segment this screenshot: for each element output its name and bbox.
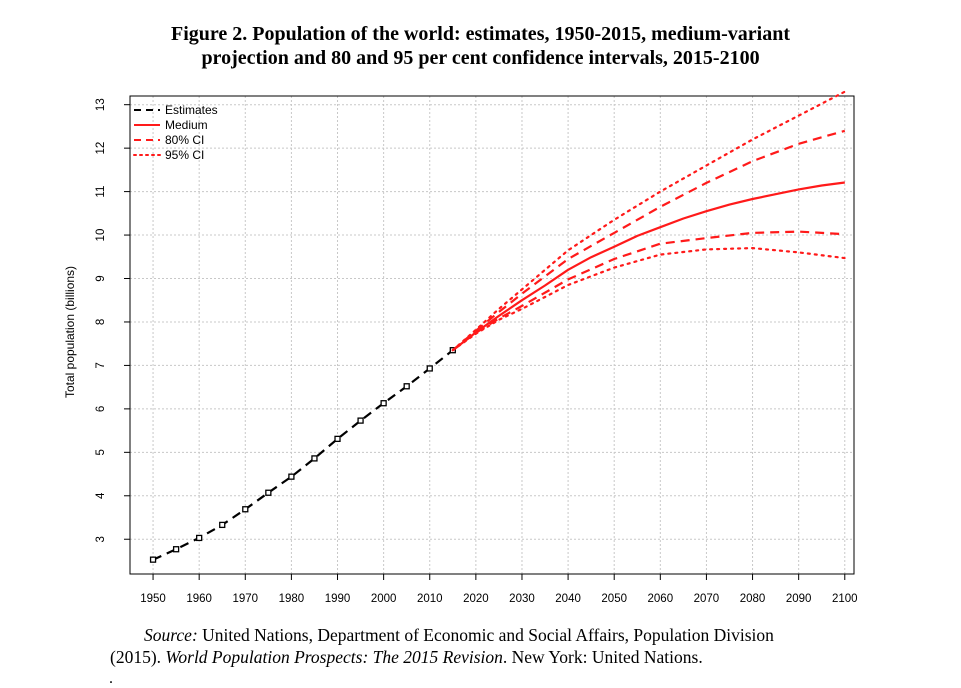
y-tick-label: 10 <box>95 229 107 242</box>
x-tick-label: 2060 <box>648 593 674 605</box>
x-tick-label: 1970 <box>232 593 258 605</box>
x-tick-label: 2030 <box>509 593 535 605</box>
y-axis: 3 4 5 6 7 8 9 10 11 12 13 <box>95 98 130 542</box>
x-tick-label: 2080 <box>740 593 766 605</box>
y-tick-label: 6 <box>95 406 107 412</box>
x-tick-label: 1950 <box>140 593 166 605</box>
grid <box>130 96 854 574</box>
x-tick-label: 2090 <box>786 593 812 605</box>
source-label: Source: <box>144 625 198 645</box>
estimate-point <box>219 521 226 529</box>
y-tick-label: 12 <box>95 142 107 155</box>
y-axis-label: Total population (billions) <box>63 266 77 398</box>
plot-frame <box>129 95 855 575</box>
y-tick-label: 8 <box>95 319 107 325</box>
source-line2-b: . New York: United Nations. <box>502 647 703 667</box>
source-line1-text: United Nations, Department of Economic a… <box>197 625 774 645</box>
x-tick-label: 2070 <box>694 593 720 605</box>
source-publication: World Population Prospects: The 2015 Rev… <box>165 647 503 667</box>
series-95-ci-lower-line <box>451 247 846 352</box>
legend-label: 80% CI <box>165 133 204 147</box>
x-tick-label: 2040 <box>555 593 581 605</box>
x-tick-label: 2000 <box>371 593 397 605</box>
y-tick-label: 9 <box>95 275 107 281</box>
y-tick-label: 11 <box>95 186 107 198</box>
legend-label: Medium <box>165 118 208 132</box>
series-estimates-line <box>152 349 454 561</box>
estimate-point <box>265 489 272 496</box>
x-tick-label: 1980 <box>279 593 305 605</box>
x-tick-label: 1960 <box>186 593 212 605</box>
series <box>149 90 846 563</box>
legend-label: 95% CI <box>165 148 204 162</box>
figure-title-line1: Figure 2. Population of the world: estim… <box>170 23 791 45</box>
x-tick-label: 2100 <box>832 593 858 605</box>
y-tick-label: 13 <box>95 98 107 111</box>
estimate-point <box>403 383 410 390</box>
estimate-point <box>149 556 157 563</box>
series-95-ci-upper-line <box>451 90 846 352</box>
legend-label: Estimates <box>165 103 218 117</box>
figure-title-line2: projection and 80 and 95 per cent confid… <box>201 47 760 69</box>
estimate-point <box>334 435 341 443</box>
figure-title: Figure 2. Population of the world: estim… <box>0 22 961 70</box>
estimate-point <box>288 473 295 480</box>
series-80-ci-upper-line <box>452 129 846 352</box>
estimate-point <box>357 417 364 424</box>
estimate-point <box>196 534 203 542</box>
source-line2-a: (2015). <box>110 647 166 667</box>
series-medium-line <box>452 181 845 352</box>
x-tick-label: 2050 <box>601 593 627 605</box>
series-80-ci-lower-line <box>452 230 845 352</box>
y-tick-label: 4 <box>95 492 107 499</box>
estimate-point <box>172 546 180 553</box>
source-line2: (2015). World Population Prospects: The … <box>110 646 890 668</box>
x-axis: 1950 1960 1970 1980 1990 2000 2010 2020 2030 2040… <box>140 574 858 605</box>
y-tick-label: 5 <box>95 449 107 455</box>
x-tick-label: 2020 <box>463 593 489 605</box>
estimate-point <box>380 400 387 407</box>
y-tick-label: 7 <box>95 362 107 368</box>
source-line1: Source: United Nations, Department of Ec… <box>110 624 890 646</box>
x-tick-label: 2010 <box>417 593 443 605</box>
source-note: Source: United Nations, Department of Ec… <box>110 624 890 668</box>
estimate-point <box>311 455 318 462</box>
x-tick-label: 1990 <box>325 593 351 605</box>
y-tick-label: 3 <box>95 536 107 542</box>
estimate-point <box>426 365 433 372</box>
trailing-dot: . <box>109 670 113 687</box>
estimate-point <box>242 506 249 513</box>
